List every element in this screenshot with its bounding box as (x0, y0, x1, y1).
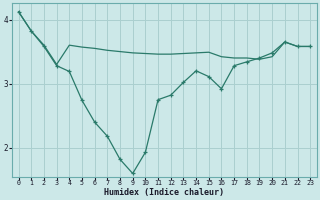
X-axis label: Humidex (Indice chaleur): Humidex (Indice chaleur) (104, 188, 224, 197)
